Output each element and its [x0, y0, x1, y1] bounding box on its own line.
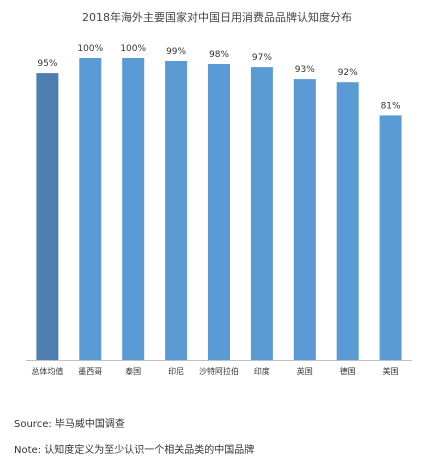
data-label-4: 98%: [209, 50, 229, 60]
x-tick-label-5: 印度: [254, 366, 270, 376]
data-label-1: 100%: [77, 44, 103, 54]
data-label-0: 95%: [37, 59, 57, 69]
x-tick-label-0: 总体均值: [31, 366, 63, 376]
data-label-7: 92%: [338, 68, 358, 78]
bar-5: [250, 67, 273, 360]
x-tick-label-1: 墨西哥: [78, 367, 102, 376]
bar-3: [165, 61, 188, 360]
bar-0: [36, 73, 59, 360]
bar-7: [336, 82, 359, 360]
bar-1: [79, 58, 102, 360]
data-label-3: 99%: [166, 47, 186, 57]
x-tick-label-8: 美国: [383, 366, 399, 376]
data-label-2: 100%: [120, 44, 146, 54]
bar-2: [122, 58, 145, 360]
data-label-8: 81%: [381, 101, 401, 111]
bar-8: [379, 115, 402, 361]
x-tick-label-7: 德国: [340, 366, 356, 376]
x-tick-label-4: 沙特阿拉伯: [199, 366, 239, 376]
x-tick-label-3: 印尼: [168, 367, 184, 376]
data-label-5: 97%: [252, 53, 272, 63]
source-note: Source: 毕马威中国调查: [14, 419, 125, 430]
bar-chart: 95% 100% 100% 99% 98% 97% 93% 92% 81% 总体均值 墨西哥 泰国 印…: [26, 44, 412, 376]
bar-6: [293, 79, 316, 360]
footnote: Note: 认知度定义为至少认识一个相关品类的中国品牌: [14, 445, 255, 456]
x-tick-label-2: 泰国: [125, 366, 141, 376]
bar-4: [208, 64, 230, 360]
chart-title: 2018年海外主要国家对中国日用消费品品牌认知度分布: [82, 11, 352, 24]
data-label-6: 93%: [295, 65, 315, 75]
x-tick-label-6: 英国: [297, 366, 313, 376]
